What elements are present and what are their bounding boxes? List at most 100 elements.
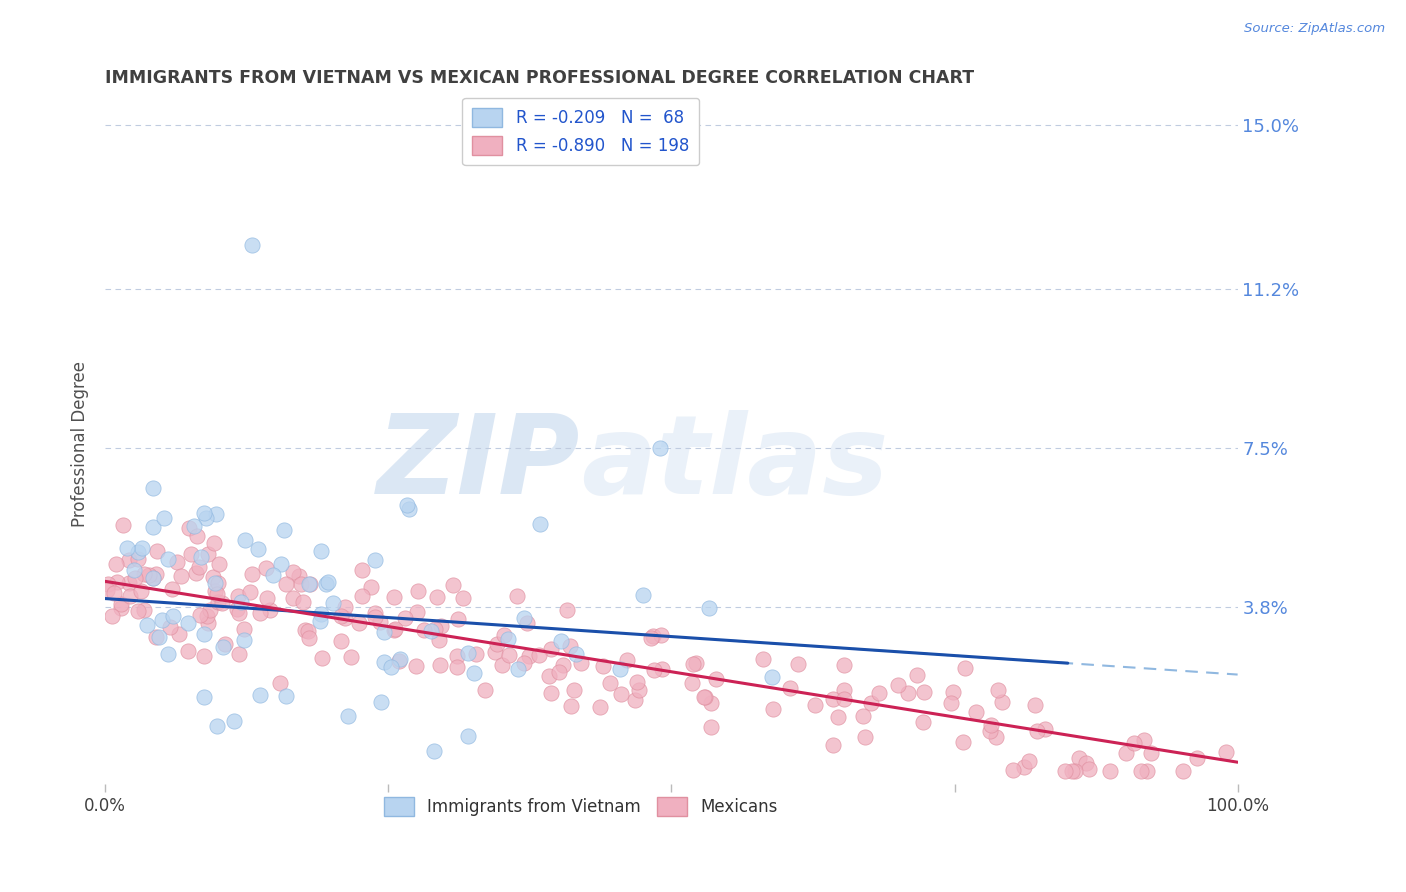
Point (142, 571, 165, 585)
Point (110, 597, 132, 611)
Point (527, 648, 550, 662)
Point (150, 613, 173, 627)
Point (643, 629, 665, 643)
Point (193, 690, 215, 705)
Point (446, 649, 468, 664)
Text: Source: ZipAtlas.com: Source: ZipAtlas.com (1244, 22, 1385, 36)
Point (138, 568, 160, 582)
Point (516, 615, 538, 630)
Point (681, 675, 703, 690)
Point (122, 563, 145, 577)
Point (457, 730, 479, 744)
Point (984, 731, 1007, 745)
Point (592, 659, 614, 673)
Point (991, 695, 1014, 709)
Point (112, 518, 135, 533)
Point (540, 641, 562, 656)
Point (226, 589, 249, 603)
Point (496, 632, 519, 646)
Point (193, 648, 215, 663)
Point (337, 709, 360, 723)
Point (269, 676, 291, 690)
Point (610, 687, 633, 701)
Point (352, 589, 374, 603)
Point (124, 571, 146, 585)
Point (193, 506, 215, 520)
Point (506, 662, 529, 676)
Point (176, 615, 198, 630)
Point (550, 634, 572, 648)
Point (650, 628, 672, 642)
Point (827, 710, 849, 724)
Point (834, 692, 856, 706)
Point (316, 574, 339, 589)
Point (398, 502, 420, 516)
Point (309, 544, 332, 558)
Point (832, 682, 855, 697)
Point (207, 557, 229, 571)
Point (640, 632, 662, 646)
Point (298, 632, 321, 646)
Point (373, 624, 395, 639)
Point (197, 547, 219, 561)
Point (142, 519, 165, 533)
Point (183, 519, 205, 533)
Point (254, 560, 277, 574)
Point (276, 577, 298, 591)
Point (540, 686, 562, 700)
Point (195, 609, 218, 624)
Point (105, 557, 128, 571)
Point (624, 693, 647, 707)
Point (987, 682, 1010, 697)
Point (315, 577, 337, 591)
Point (153, 511, 176, 525)
Point (429, 632, 451, 647)
Point (692, 690, 714, 705)
Point (204, 584, 226, 599)
Point (425, 622, 447, 636)
Point (616, 653, 638, 667)
Point (118, 553, 141, 567)
Point (157, 552, 180, 566)
Point (132, 566, 155, 581)
Text: atlas: atlas (581, 410, 889, 517)
Point (565, 647, 588, 661)
Point (105, 575, 128, 590)
Point (229, 595, 252, 609)
Point (1132, 732, 1154, 747)
Point (145, 544, 167, 558)
Point (648, 441, 671, 455)
Point (187, 560, 209, 574)
Point (96, 582, 118, 597)
Point (228, 647, 250, 661)
Point (205, 507, 228, 521)
Point (228, 606, 250, 620)
Point (852, 709, 875, 723)
Point (380, 660, 402, 674)
Point (700, 720, 723, 734)
Point (1064, 764, 1087, 778)
Point (912, 685, 935, 699)
Point (693, 690, 716, 704)
Point (103, 586, 125, 600)
Point (311, 650, 333, 665)
Point (942, 685, 965, 699)
Point (373, 656, 395, 670)
Point (492, 627, 515, 641)
Point (388, 654, 411, 668)
Text: ZIP: ZIP (377, 410, 581, 517)
Point (952, 735, 974, 749)
Point (249, 688, 271, 702)
Point (700, 696, 723, 710)
Point (120, 589, 142, 603)
Point (299, 577, 322, 591)
Point (394, 611, 416, 625)
Point (322, 596, 344, 610)
Point (562, 682, 585, 697)
Point (193, 626, 215, 640)
Point (127, 551, 149, 566)
Point (1129, 764, 1152, 778)
Point (558, 639, 581, 653)
Point (517, 648, 540, 663)
Point (142, 571, 165, 585)
